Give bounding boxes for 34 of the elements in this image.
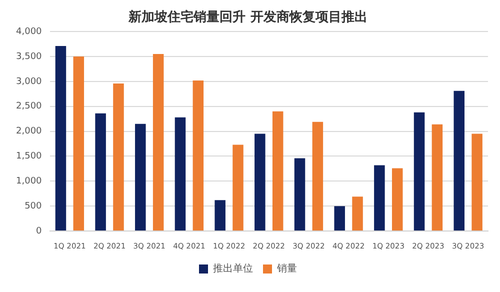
y-tick-label: 3,000	[16, 76, 42, 87]
bar	[135, 124, 146, 230]
bar	[392, 168, 403, 230]
bar	[73, 56, 84, 230]
legend-label: 推出单位	[213, 262, 253, 275]
bar	[113, 83, 124, 230]
y-tick-label: 3,500	[16, 52, 42, 62]
bar	[152, 54, 164, 230]
bar	[254, 134, 266, 230]
bar	[432, 124, 443, 230]
bar	[272, 111, 284, 230]
bar	[174, 117, 186, 230]
bar	[55, 46, 66, 230]
bar	[472, 134, 482, 230]
y-tick-label: 2,500	[16, 102, 42, 112]
y-tick-label: 1,500	[16, 152, 42, 162]
bar	[334, 206, 345, 230]
bar	[352, 196, 363, 230]
bar	[454, 90, 464, 230]
y-tick-label: 2,000	[16, 126, 42, 137]
y-tick-label: 4,000	[16, 26, 42, 37]
bar	[312, 122, 324, 230]
bar	[414, 112, 425, 230]
bar	[232, 144, 244, 230]
chart-title: 新加坡住宅销量回升 开发商恢复项目推出	[128, 9, 368, 26]
y-tick-label: 500	[24, 201, 42, 212]
y-tick-label: 1,000	[16, 176, 42, 186]
bar	[294, 158, 306, 230]
bar	[192, 80, 204, 230]
bar	[374, 165, 385, 230]
legend-label: 销量	[276, 264, 297, 275]
bar	[95, 113, 106, 230]
bar	[214, 200, 226, 230]
y-tick-label: 0	[36, 226, 42, 236]
